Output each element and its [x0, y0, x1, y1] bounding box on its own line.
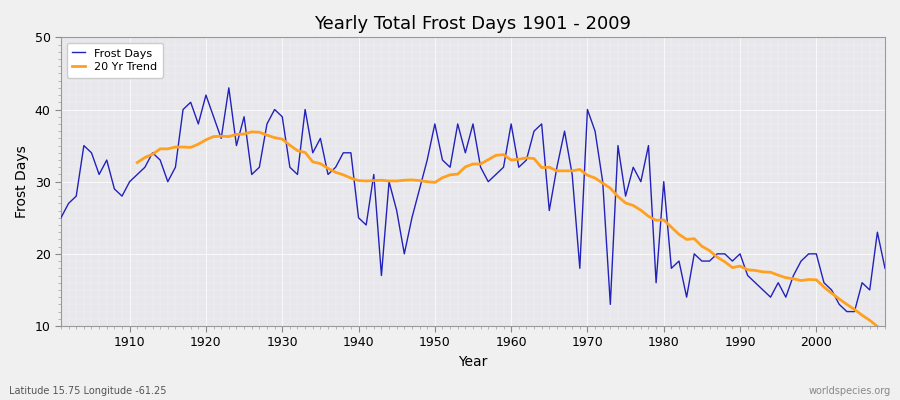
Frost Days	[56, 215, 67, 220]
Legend: Frost Days, 20 Yr Trend: Frost Days, 20 Yr Trend	[67, 43, 163, 78]
20 Yr Trend	[315, 161, 326, 166]
Frost Days	[292, 172, 303, 177]
Line: Frost Days: Frost Days	[61, 88, 885, 312]
Frost Days	[223, 86, 234, 90]
Y-axis label: Frost Days: Frost Days	[15, 145, 29, 218]
Title: Yearly Total Frost Days 1901 - 2009: Yearly Total Frost Days 1901 - 2009	[314, 15, 632, 33]
20 Yr Trend	[247, 130, 257, 134]
Text: worldspecies.org: worldspecies.org	[809, 386, 891, 396]
Frost Days	[879, 266, 890, 271]
20 Yr Trend	[513, 157, 524, 162]
Frost Days	[506, 122, 517, 126]
20 Yr Trend	[536, 165, 547, 170]
Frost Days	[842, 309, 852, 314]
Text: Latitude 15.75 Longitude -61.25: Latitude 15.75 Longitude -61.25	[9, 386, 166, 396]
20 Yr Trend	[338, 172, 348, 177]
20 Yr Trend	[368, 178, 379, 183]
20 Yr Trend	[879, 331, 890, 336]
X-axis label: Year: Year	[458, 355, 488, 369]
Frost Days	[338, 150, 348, 155]
20 Yr Trend	[132, 160, 143, 165]
Frost Days	[117, 194, 128, 198]
20 Yr Trend	[727, 265, 738, 270]
Line: 20 Yr Trend: 20 Yr Trend	[138, 132, 885, 333]
Frost Days	[605, 302, 616, 307]
Frost Days	[513, 165, 524, 170]
